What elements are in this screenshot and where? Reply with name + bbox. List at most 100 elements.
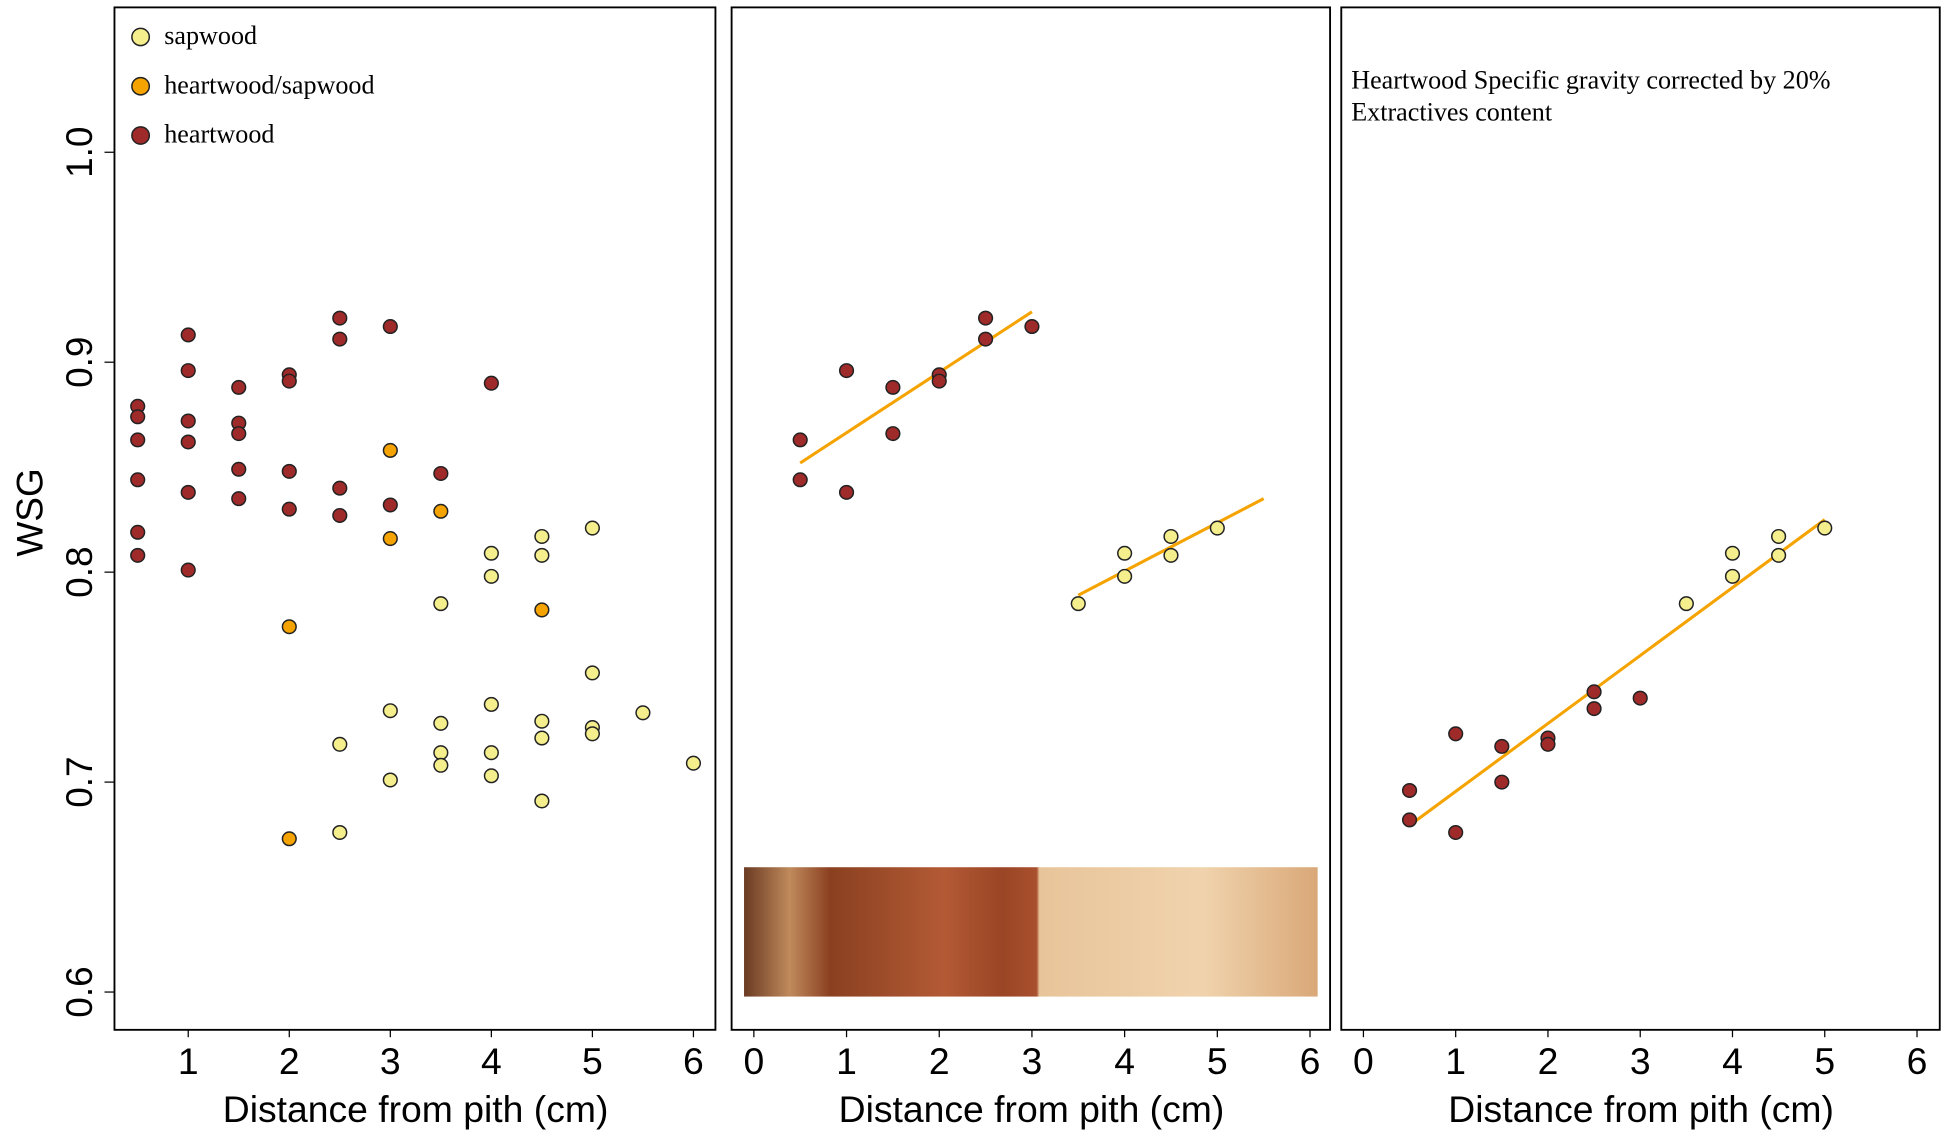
x-tick-label: 2 [279, 1040, 300, 1082]
point [382, 497, 398, 513]
point [584, 520, 600, 536]
point [433, 757, 449, 773]
x-tick-label: 1 [178, 1040, 199, 1082]
point [635, 705, 651, 721]
point [281, 501, 297, 517]
x-tick-label: 2 [929, 1040, 950, 1082]
x-tick-label: 3 [1630, 1040, 1651, 1082]
point [1163, 528, 1179, 544]
point [281, 831, 297, 847]
point [685, 755, 702, 771]
x-tick-label: 4 [1114, 1040, 1135, 1082]
point [180, 434, 196, 450]
point [534, 528, 550, 544]
legend-marker [131, 126, 151, 145]
legend-label: heartwood [164, 120, 274, 149]
x-tick-label: 6 [683, 1040, 704, 1082]
point [382, 318, 398, 335]
point [931, 373, 947, 389]
point [1401, 812, 1418, 828]
point [792, 472, 808, 488]
point [332, 310, 348, 326]
point [534, 730, 550, 746]
point [231, 461, 247, 477]
x-tick-label: 4 [481, 1040, 502, 1082]
point [1586, 684, 1602, 700]
y-tick-label: 0.9 [58, 337, 100, 388]
point [1070, 596, 1086, 612]
point [838, 363, 855, 379]
wood-photo [744, 867, 1318, 997]
point [382, 442, 398, 458]
fit-line [799, 310, 1033, 465]
point [130, 472, 146, 488]
point [180, 484, 196, 500]
x-tick-label: 1 [836, 1040, 857, 1082]
point [332, 507, 348, 523]
point [1401, 782, 1418, 799]
point [1117, 568, 1133, 584]
x-tick-label: 0 [743, 1040, 764, 1082]
point [483, 375, 499, 391]
point [1448, 726, 1464, 742]
point [1163, 547, 1179, 563]
point [483, 568, 499, 584]
point [534, 713, 550, 729]
point [382, 772, 398, 788]
annotation: Heartwood Specific gravity corrected by … [1351, 66, 1830, 95]
point [977, 331, 994, 347]
legend-label: heartwood/sapwood [164, 71, 374, 100]
point [838, 484, 855, 500]
y-tick-label: 0.7 [58, 756, 100, 807]
point [332, 824, 348, 840]
point [1771, 528, 1787, 544]
plot-frame [1340, 6, 1941, 1031]
x-axis-label: Distance from pith (cm) [1448, 1088, 1834, 1130]
point [1024, 318, 1040, 335]
point [1494, 774, 1510, 790]
fit-line [1077, 497, 1265, 597]
point [180, 413, 196, 429]
point [433, 596, 449, 612]
x-axis-label: Distance from pith (cm) [839, 1088, 1225, 1130]
point [1448, 824, 1464, 840]
x-tick-label: 5 [582, 1040, 603, 1082]
point [1817, 520, 1833, 536]
plot-frame [113, 6, 717, 1031]
point [382, 531, 398, 547]
point [483, 768, 499, 784]
point [977, 310, 994, 326]
point [1724, 568, 1741, 584]
point [1540, 736, 1556, 752]
x-tick-label: 4 [1722, 1040, 1743, 1082]
point [281, 619, 297, 635]
x-axis-label: Distance from pith (cm) [223, 1088, 609, 1130]
point [130, 524, 146, 540]
point [1494, 738, 1510, 754]
point [231, 491, 247, 507]
point [584, 665, 600, 681]
point [433, 745, 449, 761]
point [180, 363, 196, 379]
fit-line [1413, 518, 1826, 824]
point [281, 463, 297, 479]
point [534, 547, 550, 563]
annotation: Extractives content [1351, 98, 1553, 127]
point [1632, 690, 1648, 706]
x-tick-label: 3 [1022, 1040, 1043, 1082]
point [180, 562, 196, 578]
point [332, 736, 348, 752]
x-tick-label: 0 [1353, 1040, 1374, 1082]
point [130, 432, 146, 448]
point [180, 327, 196, 343]
point [433, 715, 449, 731]
y-axis-label: WSG [8, 468, 50, 556]
point [433, 465, 449, 481]
legend-marker [131, 76, 151, 96]
point [231, 426, 247, 442]
legend-label: sapwood [164, 21, 257, 50]
x-tick-label: 6 [1907, 1040, 1928, 1082]
y-tick-label: 1.0 [58, 127, 100, 178]
x-tick-label: 2 [1538, 1040, 1559, 1082]
